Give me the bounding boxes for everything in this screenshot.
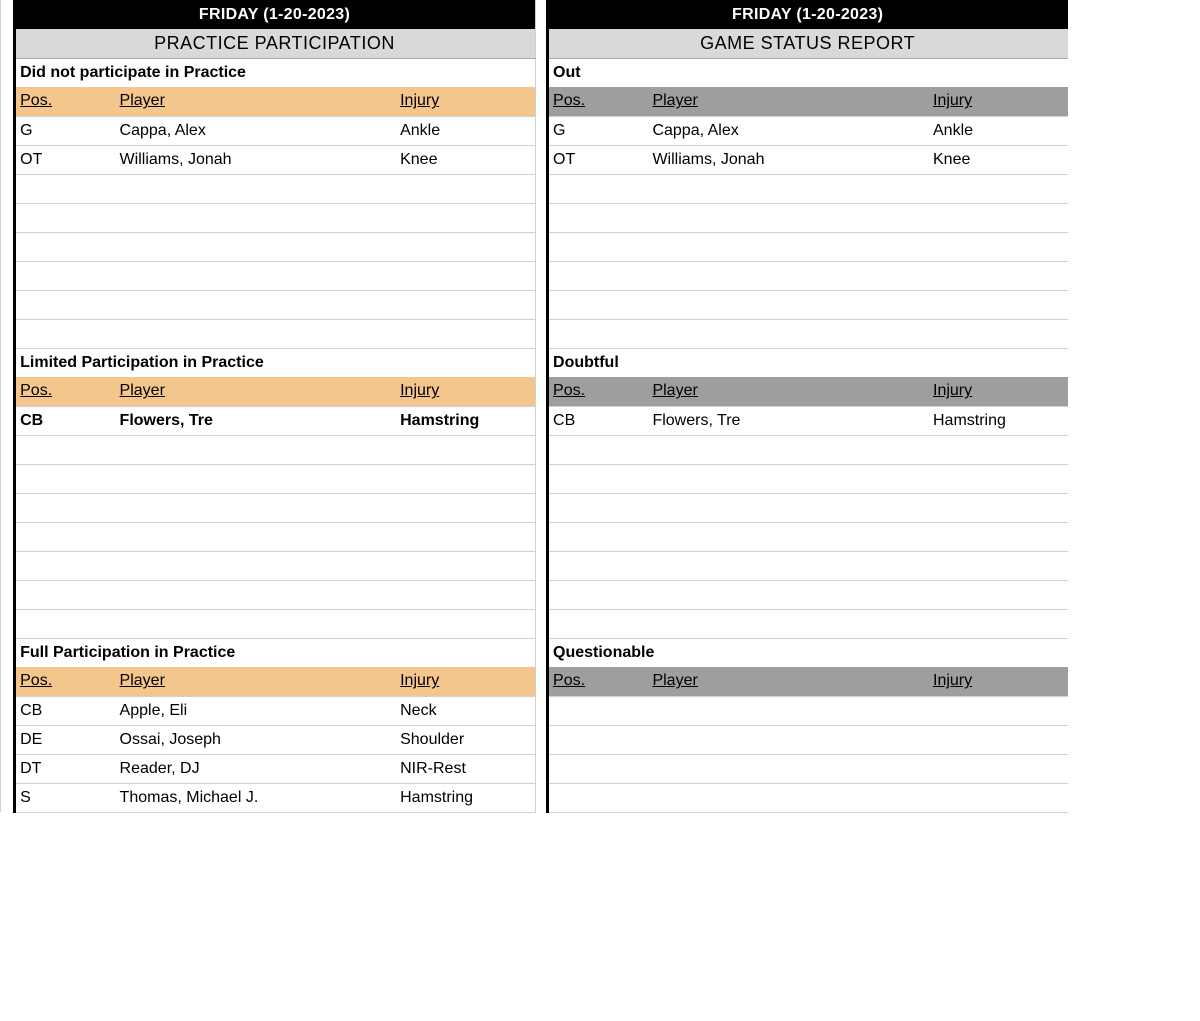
table-row	[1, 203, 1200, 232]
cell-player: Apple, Eli	[116, 696, 397, 725]
left-date-header: FRIDAY (1-20-2023)	[15, 0, 536, 29]
column-header-row: Pos.PlayerInjuryPos.PlayerInjury	[1, 667, 1200, 696]
cell-pos: G	[15, 116, 116, 145]
col-header-injury: Injury	[929, 667, 1068, 696]
right-section-title: Questionable	[548, 638, 1069, 667]
cell-player: Flowers, Tre	[116, 406, 397, 435]
left-report-title: PRACTICE PARTICIPATION	[15, 29, 536, 58]
table-row: DEOssai, JosephShoulder	[1, 725, 1200, 754]
col-header-pos: Pos.	[15, 87, 116, 116]
col-header-player: Player	[648, 667, 929, 696]
col-header-player: Player	[116, 87, 397, 116]
col-header-pos: Pos.	[15, 377, 116, 406]
table-row	[1, 290, 1200, 319]
cell-pos: DE	[15, 725, 116, 754]
col-header-pos: Pos.	[15, 667, 116, 696]
col-header-injury: Injury	[396, 667, 535, 696]
cell-injury: Shoulder	[396, 725, 535, 754]
table-row	[1, 232, 1200, 261]
injury-report-grid: FRIDAY (1-20-2023)FRIDAY (1-20-2023)PRAC…	[0, 0, 1200, 813]
col-header-pos: Pos.	[548, 377, 649, 406]
cell-player: Williams, Jonah	[116, 145, 397, 174]
cell-injury: Neck	[396, 696, 535, 725]
col-header-injury: Injury	[396, 87, 535, 116]
col-header-pos: Pos.	[548, 87, 649, 116]
cell-injury: NIR-Rest	[396, 754, 535, 783]
cell-player: Cappa, Alex	[648, 116, 929, 145]
table-row: CBFlowers, TreHamstringCBFlowers, TreHam…	[1, 406, 1200, 435]
table-row: DTReader, DJNIR-Rest	[1, 754, 1200, 783]
cell-injury: Hamstring	[396, 783, 535, 812]
cell-pos: CB	[15, 696, 116, 725]
cell-player: Thomas, Michael J.	[116, 783, 397, 812]
section-title-row: Did not participate in Practice Out	[1, 58, 1200, 87]
cell-pos: DT	[15, 754, 116, 783]
table-row	[1, 493, 1200, 522]
table-row	[1, 464, 1200, 493]
table-row	[1, 435, 1200, 464]
cell-pos: CB	[548, 406, 649, 435]
table-row: OTWilliams, JonahKneeOTWilliams, JonahKn…	[1, 145, 1200, 174]
table-row	[1, 261, 1200, 290]
col-header-player: Player	[116, 667, 397, 696]
cell-player: Ossai, Joseph	[116, 725, 397, 754]
col-header-player: Player	[648, 87, 929, 116]
cell-injury: Knee	[929, 145, 1068, 174]
col-header-player: Player	[648, 377, 929, 406]
table-row	[1, 319, 1200, 348]
report-title-row: PRACTICE PARTICIPATION GAME STATUS REPORT	[1, 29, 1200, 58]
left-section-title: Did not participate in Practice	[15, 58, 536, 87]
left-section-title: Limited Participation in Practice	[15, 348, 536, 377]
col-header-pos: Pos.	[548, 667, 649, 696]
section-title-row: Limited Participation in Practice Doubtfu…	[1, 348, 1200, 377]
cell-player: Cappa, Alex	[116, 116, 397, 145]
cell-pos: S	[15, 783, 116, 812]
table-row: GCappa, AlexAnkleGCappa, AlexAnkle	[1, 116, 1200, 145]
right-report-title: GAME STATUS REPORT	[548, 29, 1069, 58]
table-row	[1, 551, 1200, 580]
table-row: CBApple, EliNeck	[1, 696, 1200, 725]
column-header-row: Pos.PlayerInjuryPos.PlayerInjury	[1, 377, 1200, 406]
cell-injury: Knee	[396, 145, 535, 174]
cell-pos: CB	[15, 406, 116, 435]
date-header-row: FRIDAY (1-20-2023) FRIDAY (1-20-2023)	[1, 0, 1200, 29]
section-title-row: Full Participation in Practice Questionab…	[1, 638, 1200, 667]
cell-pos: OT	[548, 145, 649, 174]
table-row: SThomas, Michael J.Hamstring	[1, 783, 1200, 812]
right-section-title: Out	[548, 58, 1069, 87]
col-header-injury: Injury	[396, 377, 535, 406]
cell-injury: Hamstring	[396, 406, 535, 435]
cell-injury: Hamstring	[929, 406, 1068, 435]
cell-pos: OT	[15, 145, 116, 174]
cell-player: Flowers, Tre	[648, 406, 929, 435]
cell-injury: Ankle	[929, 116, 1068, 145]
col-header-injury: Injury	[929, 377, 1068, 406]
right-section-title: Doubtful	[548, 348, 1069, 377]
column-header-row: Pos.PlayerInjuryPos.PlayerInjury	[1, 87, 1200, 116]
col-header-injury: Injury	[929, 87, 1068, 116]
cell-player: Williams, Jonah	[648, 145, 929, 174]
table-row	[1, 609, 1200, 638]
right-date-header: FRIDAY (1-20-2023)	[548, 0, 1069, 29]
table-row	[1, 522, 1200, 551]
cell-injury: Ankle	[396, 116, 535, 145]
table-row	[1, 174, 1200, 203]
cell-pos: G	[548, 116, 649, 145]
left-section-title: Full Participation in Practice	[15, 638, 536, 667]
cell-player: Reader, DJ	[116, 754, 397, 783]
table-row	[1, 580, 1200, 609]
col-header-player: Player	[116, 377, 397, 406]
